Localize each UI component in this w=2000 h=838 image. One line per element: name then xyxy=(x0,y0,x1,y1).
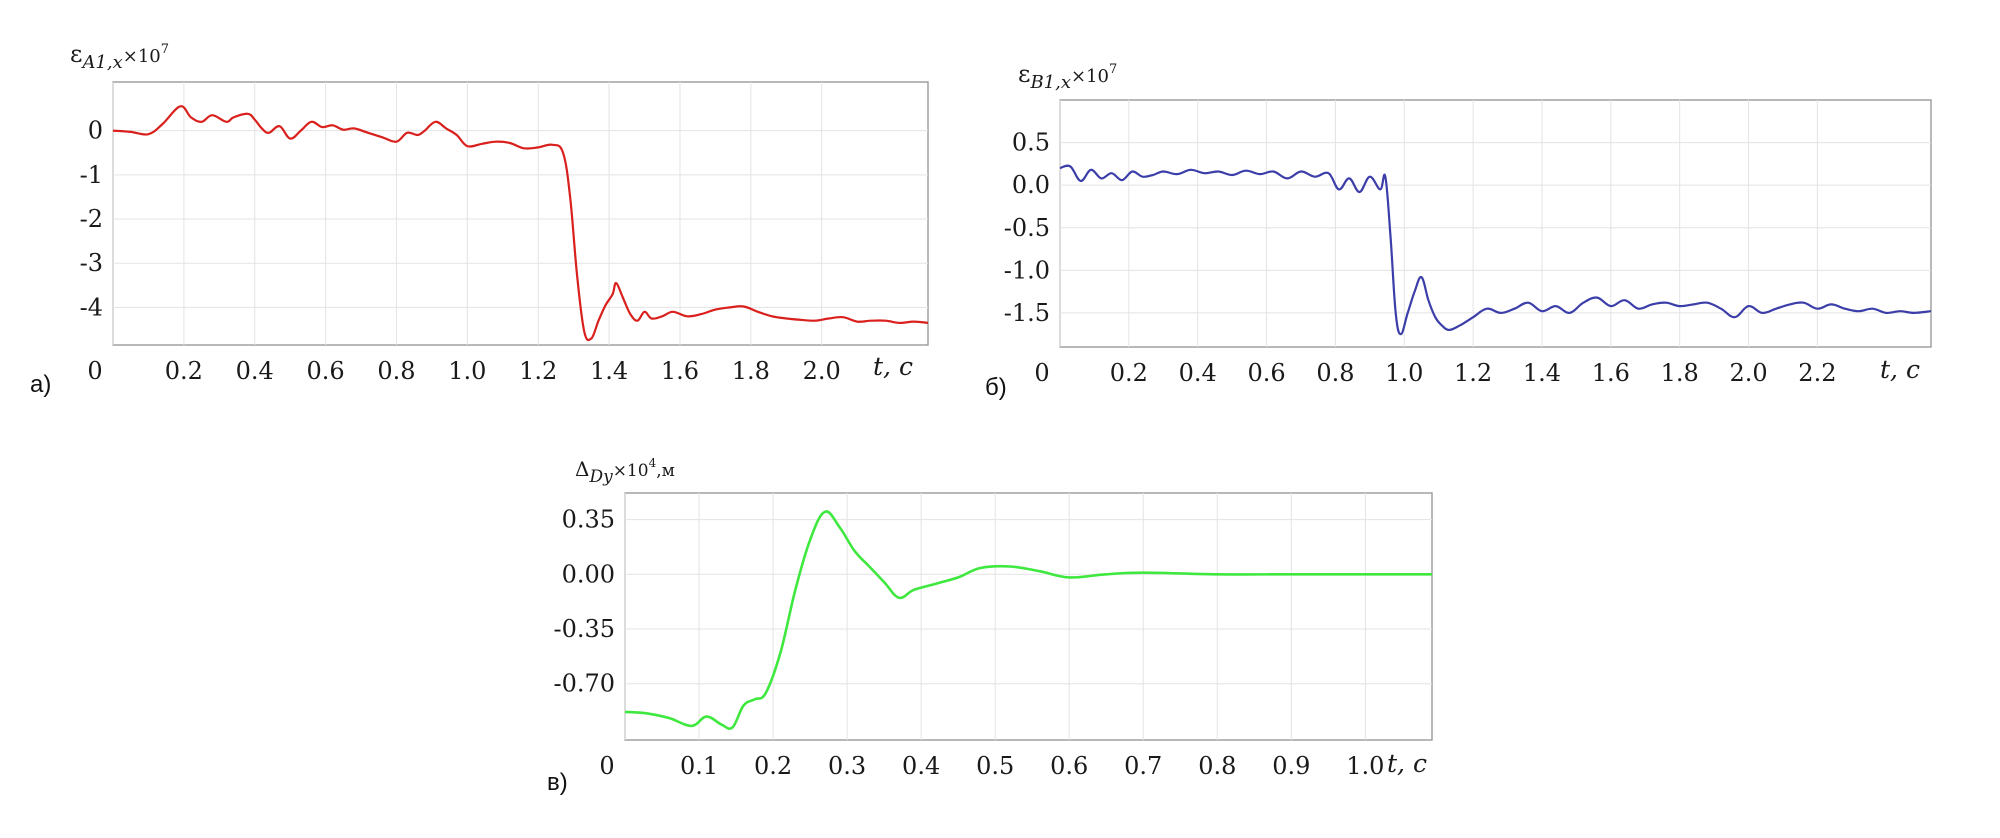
chart-b-y-tick-label: 0.0 xyxy=(1012,171,1050,199)
chart-a-y-tick-label: -3 xyxy=(80,249,103,277)
chart-a-ticks: 0 0.2 0.4 0.6 0.8 1.0 1.2 1.4 1.6 1.8 2.0 0 -1 -2 -3 -4 xyxy=(80,117,841,385)
chart-a-x-tick-label: 1.4 xyxy=(590,357,628,385)
chart-b-x-tick-label: 0.8 xyxy=(1316,359,1354,387)
chart-b-x-tick-label: 1.6 xyxy=(1592,359,1630,387)
chart-b-strain-b1x: 0 0.2 0.4 0.6 0.8 1.0 1.2 1.4 1.6 1.8 2.0 2.2 0.5 0.0… xyxy=(985,60,1932,401)
chart-c-x-tick-label: 0.4 xyxy=(902,752,940,780)
chart-b-panel-label: б) xyxy=(985,374,1007,401)
chart-b-x-tick-label: 1.0 xyxy=(1385,359,1423,387)
chart-c-x-tick-label: 0.7 xyxy=(1124,752,1162,780)
chart-a-x-tick-label: 0.6 xyxy=(307,357,345,385)
chart-a-panel-label: а) xyxy=(30,371,51,398)
chart-a-grid xyxy=(112,82,928,345)
chart-c-displacement-dy: 0 0.1 0.2 0.3 0.4 0.5 0.6 0.7 0.8 0.9 1.0 0.35 0.00 -… xyxy=(547,456,1433,796)
chart-c-xlabel: t, c xyxy=(1387,749,1427,778)
chart-b-x-tick-label: 1.2 xyxy=(1454,359,1492,387)
chart-a-plot-frame xyxy=(112,81,929,346)
chart-b-xlabel: t, c xyxy=(1880,355,1920,384)
chart-a-y-tick-label: -1 xyxy=(80,161,103,189)
chart-a-x-tick-label: 0 xyxy=(87,357,102,385)
chart-c-y-tick-label: 0.35 xyxy=(562,506,615,534)
chart-b-x-tick-label: 2.0 xyxy=(1729,359,1767,387)
chart-c-y-tick-label: -0.35 xyxy=(553,615,615,643)
chart-a-x-tick-label: 1.6 xyxy=(661,357,699,385)
chart-b-ticks: 0 0.2 0.4 0.6 0.8 1.0 1.2 1.4 1.6 1.8 2.0 2.2 0.5 0.0… xyxy=(1004,129,1837,387)
chart-b-x-tick-label: 0.2 xyxy=(1110,359,1148,387)
chart-b-x-tick-label: 0 xyxy=(1034,359,1049,387)
chart-c-y-tick-label: 0.00 xyxy=(562,560,615,588)
chart-c-x-tick-label: 0.5 xyxy=(976,752,1014,780)
chart-b-grid xyxy=(1059,100,1931,347)
chart-b-series-line xyxy=(1059,164,1932,336)
chart-c-x-tick-label: 0.2 xyxy=(754,752,792,780)
chart-a-x-tick-label: 2.0 xyxy=(803,357,841,385)
chart-c-x-tick-label: 0.8 xyxy=(1198,752,1236,780)
chart-a-x-tick-label: 1.2 xyxy=(519,357,557,385)
chart-b-x-tick-label: 0.4 xyxy=(1179,359,1217,387)
chart-b-y-tick-label: -1.0 xyxy=(1004,256,1050,284)
chart-b-x-tick-label: 1.8 xyxy=(1661,359,1699,387)
chart-a-series-line xyxy=(112,105,929,342)
chart-b-plot-frame xyxy=(1059,99,1932,348)
chart-a-x-tick-label: 0.4 xyxy=(236,357,274,385)
chart-b-ylabel: εB1,x×107 xyxy=(1018,60,1117,93)
chart-b-y-tick-label: 0.5 xyxy=(1012,129,1050,157)
chart-b-y-tick-label: -0.5 xyxy=(1004,214,1050,242)
chart-a-y-tick-label: -4 xyxy=(80,293,103,321)
chart-c-x-tick-label: 0 xyxy=(599,752,614,780)
chart-c-y-tick-label: -0.70 xyxy=(553,670,615,698)
chart-c-panel-label: в) xyxy=(547,769,568,796)
chart-a-strain-a1x: 0 0.2 0.4 0.6 0.8 1.0 1.2 1.4 1.6 1.8 2.0 0 -1 -2 -3 -4… xyxy=(30,40,929,398)
chart-a-x-tick-label: 0.8 xyxy=(377,357,415,385)
chart-a-y-tick-label: -2 xyxy=(80,205,103,233)
chart-c-x-tick-label: 0.9 xyxy=(1272,752,1310,780)
chart-a-x-tick-label: 0.2 xyxy=(165,357,203,385)
chart-c-x-tick-label: 0.6 xyxy=(1050,752,1088,780)
chart-a-y-tick-label: 0 xyxy=(88,117,103,145)
chart-c-x-tick-label: 0.3 xyxy=(828,752,866,780)
chart-a-ylabel: εA1,x×107 xyxy=(70,40,169,73)
chart-a-xlabel: t, c xyxy=(873,352,913,381)
chart-b-y-tick-label: -1.5 xyxy=(1004,299,1050,327)
chart-c-x-tick-label: 1.0 xyxy=(1346,752,1384,780)
chart-a-x-tick-label: 1.8 xyxy=(732,357,770,385)
chart-b-x-tick-label: 1.4 xyxy=(1523,359,1561,387)
chart-c-series-line xyxy=(624,510,1432,731)
chart-c-grid xyxy=(624,493,1432,740)
chart-b-x-tick-label: 2.2 xyxy=(1798,359,1836,387)
chart-c-x-tick-label: 0.1 xyxy=(680,752,718,780)
chart-c-ticks: 0 0.1 0.2 0.3 0.4 0.5 0.6 0.7 0.8 0.9 1.0 0.35 0.00 -… xyxy=(553,506,1384,780)
chart-b-x-tick-label: 0.6 xyxy=(1247,359,1285,387)
chart-c-ylabel: ΔDy×104,м xyxy=(575,456,675,487)
chart-a-x-tick-label: 1.0 xyxy=(448,357,486,385)
